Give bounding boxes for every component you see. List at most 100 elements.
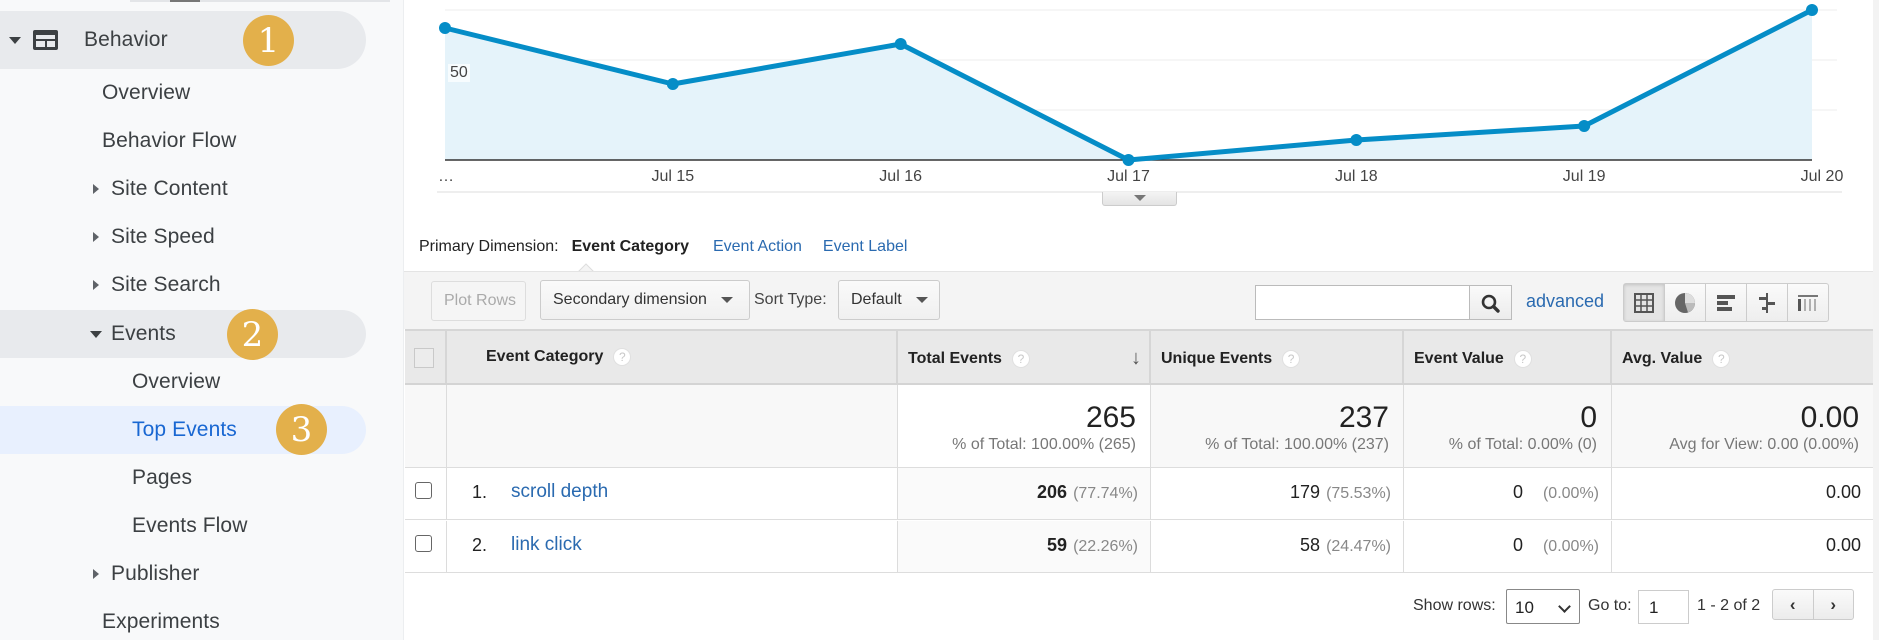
- metric-percent: (0.00%): [1542, 485, 1599, 502]
- page-scrollbar[interactable]: [1873, 0, 1879, 640]
- chevron-down-icon: [720, 297, 733, 303]
- col-avg-value[interactable]: Avg. Value ?: [1612, 331, 1873, 383]
- metric-value: 0.00: [1825, 535, 1861, 555]
- chart-collapse-toggle[interactable]: [1102, 192, 1177, 206]
- sidebar-item-behavior-overview[interactable]: Overview: [0, 64, 366, 122]
- primary-dimension-label: Primary Dimension:: [419, 238, 559, 255]
- table-view-button[interactable]: [1624, 284, 1665, 321]
- goto-label: Go to:: [1588, 597, 1632, 614]
- step-badge-1: 1: [243, 15, 294, 66]
- help-icon[interactable]: ?: [1282, 350, 1301, 368]
- select-all-cell: [405, 331, 447, 383]
- secondary-dimension-label: Secondary dimension: [553, 291, 707, 308]
- x-tick-label: Jul 15: [651, 168, 695, 185]
- table-search-input[interactable]: [1255, 285, 1470, 320]
- show-rows-select[interactable]: 10: [1506, 589, 1580, 624]
- col-total-events[interactable]: Total Events ? ↓: [898, 331, 1151, 383]
- performance-view-button[interactable]: [1706, 284, 1747, 321]
- dimension-event-category[interactable]: Event Category: [571, 238, 689, 255]
- selected-dimension-pointer: [578, 263, 594, 272]
- goto-page-input[interactable]: 1: [1638, 590, 1689, 624]
- primary-dimension-bar: Primary Dimension: Event Category Event …: [419, 238, 928, 256]
- report-panel: 50 … Jul 15 Jul 16 Jul 17 Jul 18 Jul 19 Jul 20…: [404, 0, 1873, 640]
- pagination-bar: Show rows: 10 Go to: 1 1 - 2 of 2 ‹ ›: [404, 588, 1873, 628]
- comparison-view-button[interactable]: [1747, 284, 1788, 321]
- next-page-button[interactable]: ›: [1814, 590, 1854, 619]
- column-label: Avg. Value: [1622, 350, 1703, 367]
- sidebar-item-label: Behavior: [84, 28, 168, 51]
- sidebar-item-behavior-flow[interactable]: Behavior Flow: [0, 112, 366, 170]
- col-event-value[interactable]: Event Value ?: [1404, 331, 1612, 383]
- x-tick-label: …: [438, 168, 454, 185]
- x-tick-label: Jul 16: [879, 168, 923, 185]
- dimension-event-label[interactable]: Event Label: [822, 238, 908, 255]
- metric-percent: (0.00%): [1542, 538, 1599, 555]
- total-value: 237: [1338, 401, 1389, 434]
- sidebar-item-behavior[interactable]: Behavior 1: [0, 11, 366, 69]
- row-unique-events: 58 (24.47%): [1151, 521, 1404, 572]
- unique-events-total: 237 % of Total: 100.00% (237): [1151, 385, 1404, 467]
- chevron-left-icon: ‹: [1789, 594, 1796, 614]
- sidebar-item-label: Top Events: [132, 418, 237, 441]
- caret-right-icon: [93, 569, 99, 579]
- chart-canvas: [437, 4, 1842, 193]
- search-button[interactable]: [1470, 285, 1512, 320]
- row-check-cell: [405, 468, 447, 519]
- sidebar-item-events-overview[interactable]: Overview: [0, 353, 366, 411]
- sidebar-item-top-events[interactable]: Top Events 3: [0, 404, 366, 455]
- row-avg-value: 0.00: [1612, 468, 1873, 519]
- sidebar-item-events[interactable]: Events 2: [0, 309, 366, 360]
- metric-percent: (24.47%): [1326, 538, 1391, 555]
- pie-view-button[interactable]: [1665, 284, 1706, 321]
- col-event-category[interactable]: Event Category ?: [447, 331, 898, 383]
- sidebar-item-events-flow[interactable]: Events Flow: [0, 497, 366, 555]
- sort-descending-icon: ↓: [1131, 347, 1141, 369]
- avg-value-total: 0.00 Avg for View: 0.00 (0.00%): [1612, 385, 1873, 467]
- advanced-filter-link[interactable]: advanced: [1526, 291, 1605, 311]
- page-range-text: 1 - 2 of 2: [1697, 597, 1761, 614]
- help-icon[interactable]: ?: [1712, 350, 1731, 368]
- sidebar-item-site-search[interactable]: Site Search: [0, 256, 366, 314]
- sort-type-dropdown[interactable]: Default: [838, 280, 940, 320]
- column-label: Event Category: [486, 348, 604, 365]
- pivot-view-button[interactable]: [1788, 284, 1828, 321]
- col-unique-events[interactable]: Unique Events ?: [1151, 331, 1404, 383]
- column-label: Event Value: [1414, 350, 1504, 367]
- step-badge-3: 3: [276, 404, 327, 455]
- dimension-event-action[interactable]: Event Action: [712, 238, 802, 255]
- row-checkbox[interactable]: [415, 535, 432, 552]
- sidebar-item-label: Events Flow: [132, 514, 248, 537]
- sidebar-item-label: Events: [111, 322, 176, 345]
- secondary-dimension-dropdown[interactable]: Secondary dimension: [540, 280, 750, 320]
- sidebar-item-site-speed[interactable]: Site Speed: [0, 208, 366, 266]
- sidebar-item-label: Overview: [102, 81, 191, 104]
- total-value: 265: [1085, 401, 1136, 434]
- sidebar-item-publisher[interactable]: Publisher: [0, 545, 366, 603]
- totals-label-cell: [447, 385, 898, 467]
- event-category-link[interactable]: link click: [511, 534, 582, 555]
- metric-value: 179: [1290, 482, 1321, 502]
- column-label: Unique Events: [1161, 350, 1273, 367]
- select-all-checkbox[interactable]: [414, 348, 434, 368]
- behavior-report-icon: [33, 30, 58, 50]
- sidebar-item-label: Overview: [132, 370, 221, 393]
- sidebar-item-pages[interactable]: Pages: [0, 449, 366, 507]
- column-label: Total Events: [908, 350, 1002, 367]
- row-checkbox[interactable]: [415, 482, 432, 499]
- goto-value: 1: [1649, 598, 1659, 617]
- sidebar-item-site-content[interactable]: Site Content: [0, 160, 366, 218]
- row-total-events: 59 (22.26%): [898, 521, 1151, 572]
- sidebar-item-label: Site Search: [111, 273, 221, 296]
- help-icon[interactable]: ?: [613, 348, 632, 366]
- plot-rows-button[interactable]: Plot Rows: [431, 281, 526, 321]
- metric-value: 206: [1037, 482, 1068, 502]
- sort-type-value: Default: [851, 291, 902, 308]
- help-icon[interactable]: ?: [1513, 350, 1532, 368]
- help-icon[interactable]: ?: [1011, 350, 1030, 368]
- event-category-link[interactable]: scroll depth: [511, 481, 609, 502]
- events-line-chart[interactable]: 50 … Jul 15 Jul 16 Jul 17 Jul 18 Jul 19 Jul 20: [404, 0, 1873, 206]
- prev-page-button[interactable]: ‹: [1773, 590, 1814, 619]
- caret-down-icon: [9, 37, 21, 44]
- sidebar-item-experiments[interactable]: Experiments: [0, 593, 366, 640]
